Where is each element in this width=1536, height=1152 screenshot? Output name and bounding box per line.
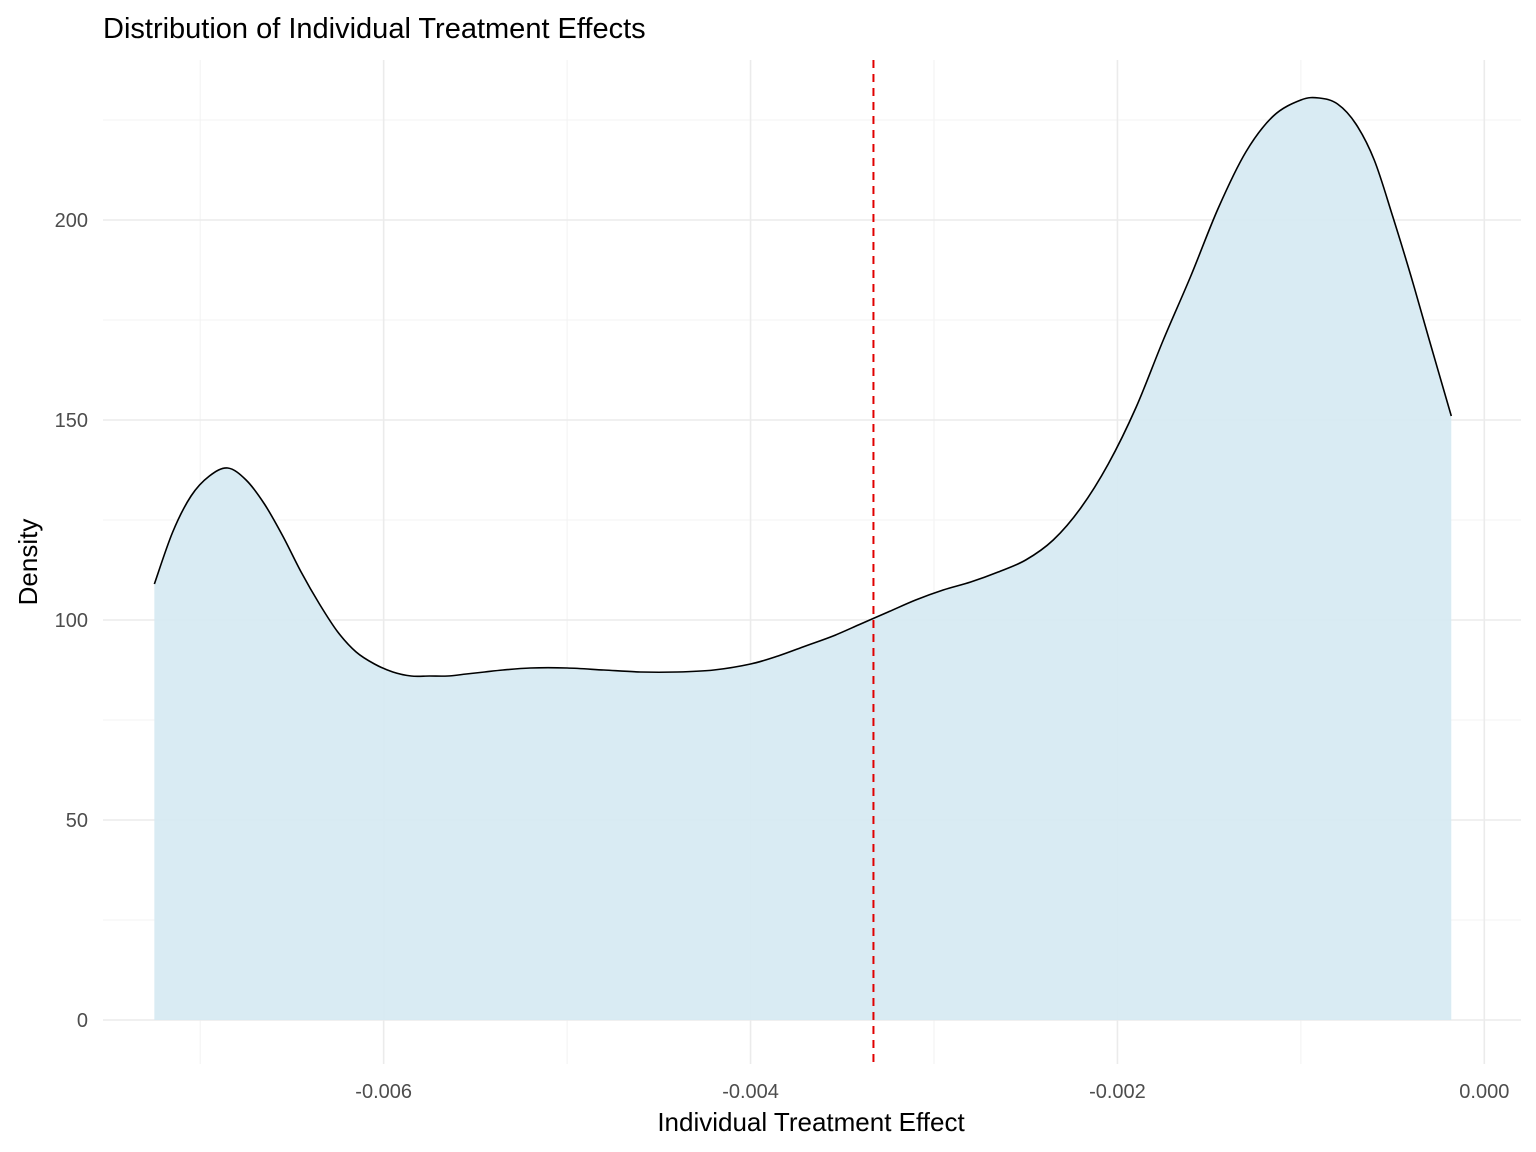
density-area — [154, 97, 1452, 1020]
chart-title: Distribution of Individual Treatment Eff… — [103, 13, 646, 45]
y-tick-label: 150 — [55, 410, 88, 432]
x-tick-label: -0.006 — [355, 1081, 412, 1103]
y-tick-label: 200 — [55, 210, 88, 232]
x-axis-title: Individual Treatment Effect — [657, 1107, 965, 1137]
y-axis-ticks: 0 50 100 150 200 — [55, 210, 88, 1032]
y-tick-label: 0 — [77, 1010, 88, 1032]
y-axis-title: Density — [13, 519, 43, 606]
x-tick-label: 0.000 — [1459, 1081, 1509, 1103]
y-tick-label: 100 — [55, 610, 88, 632]
x-axis-ticks: -0.006 -0.004 -0.002 0.000 — [355, 1081, 1509, 1103]
y-tick-label: 50 — [66, 810, 88, 832]
density-line — [153, 96, 1453, 678]
x-tick-label: -0.002 — [1089, 1081, 1146, 1103]
x-tick-label: -0.004 — [722, 1081, 779, 1103]
